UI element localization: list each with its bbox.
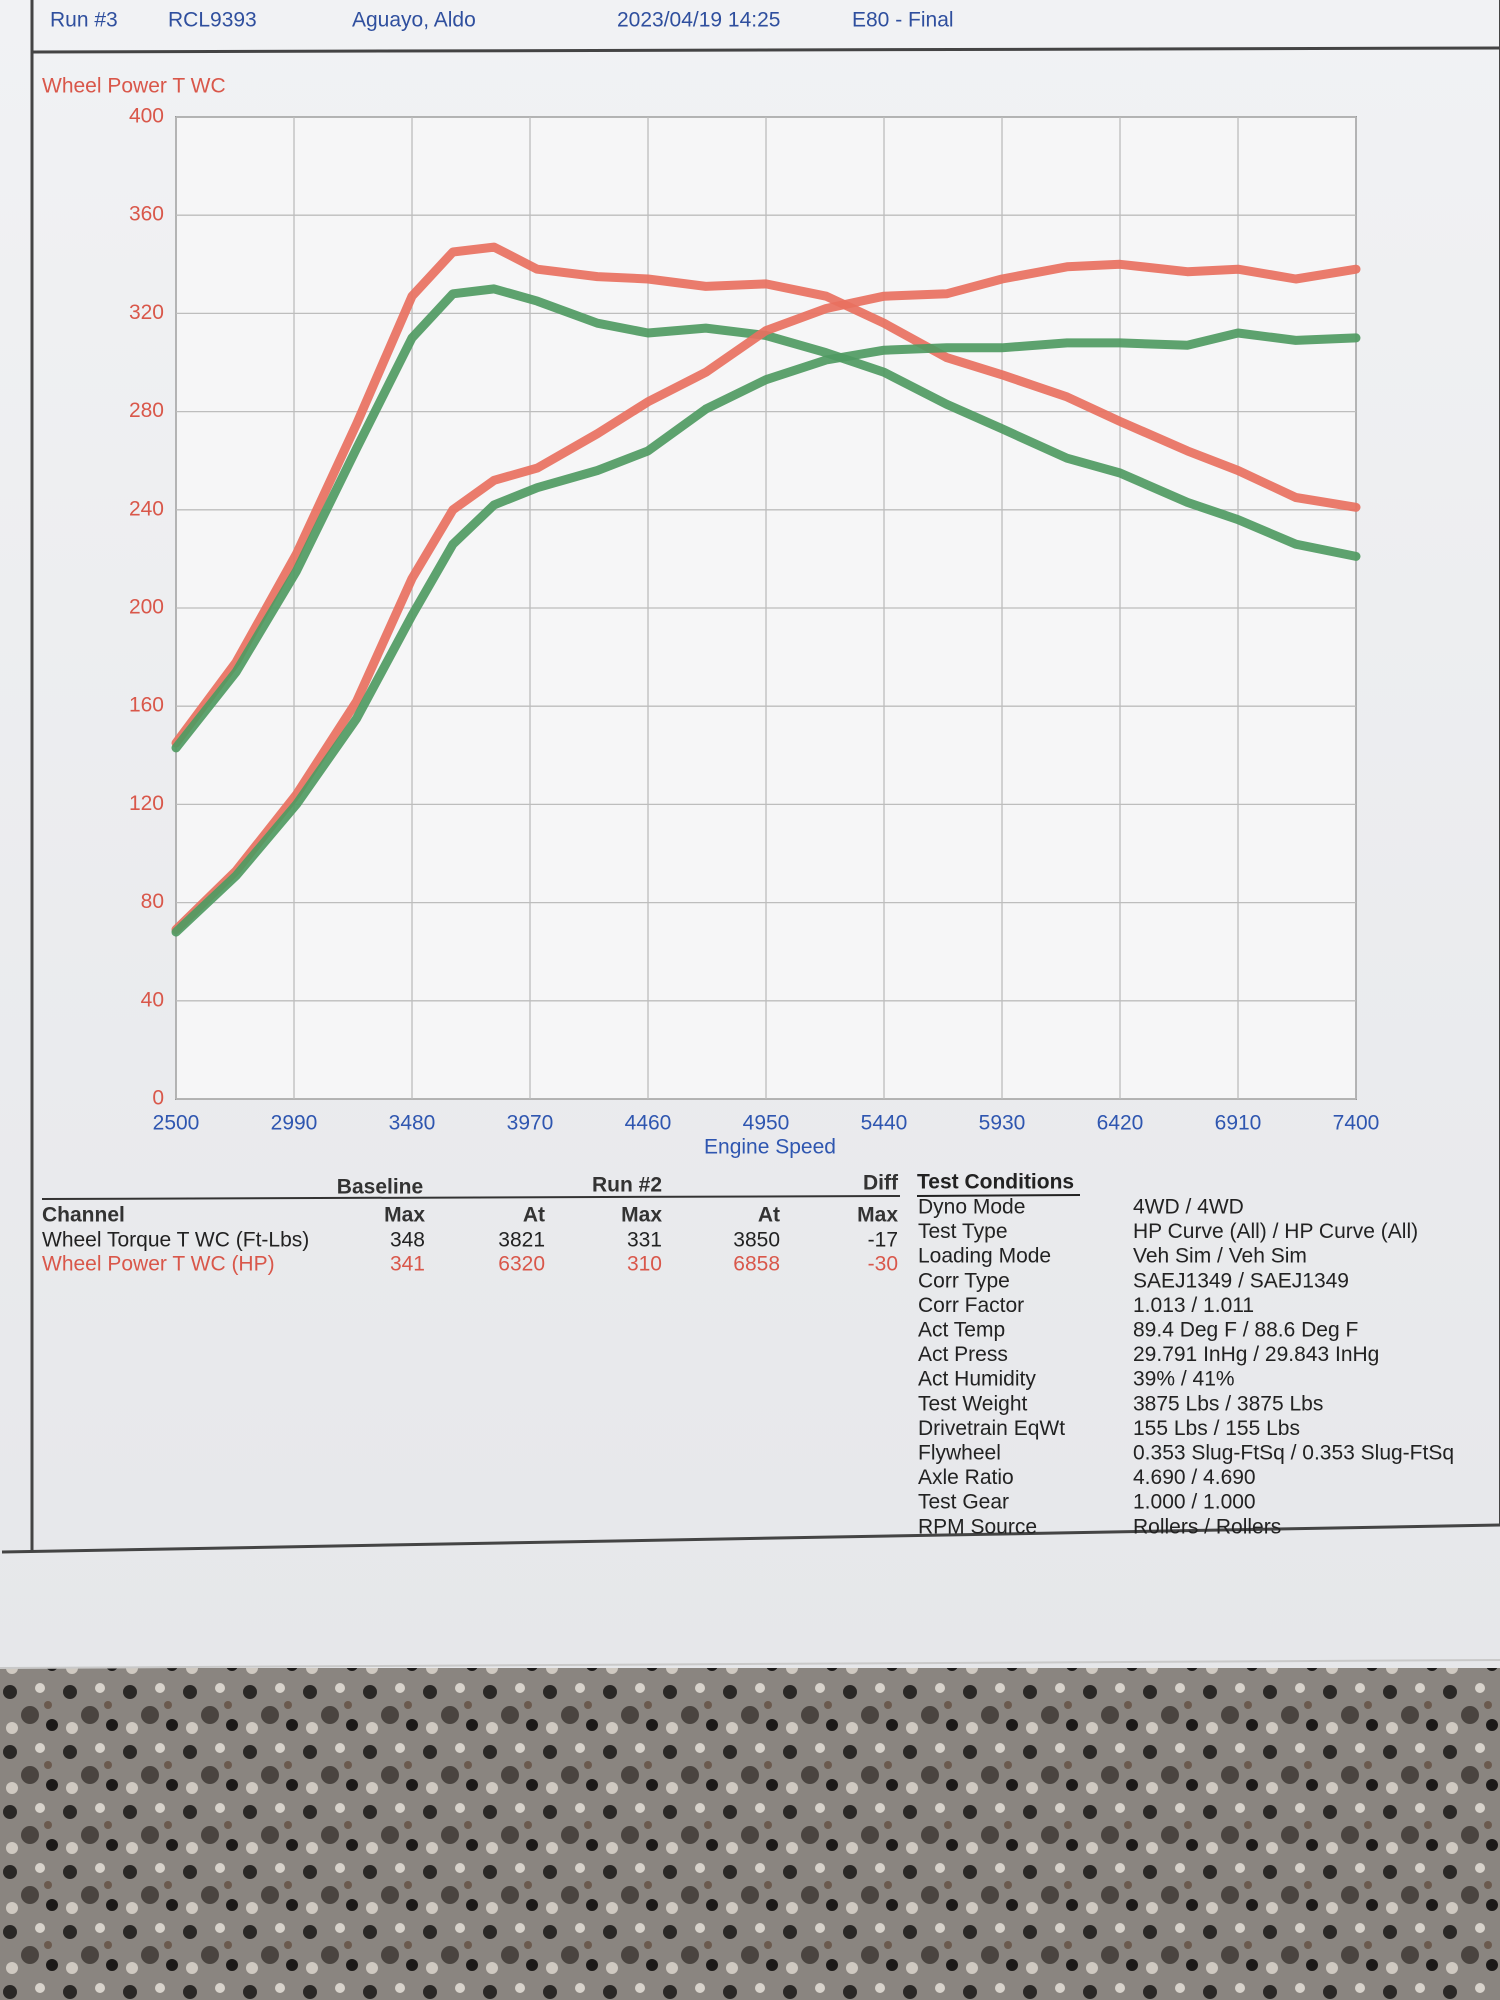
condition-value: 1.013 / 1.011 — [1133, 1294, 1254, 1317]
y-tick-label: 320 — [129, 301, 164, 324]
condition-value: 0.353 Slug-FtSq / 0.353 Slug-FtSq — [1133, 1442, 1454, 1465]
condition-value: Rollers / Rollers — [1133, 1515, 1281, 1538]
x-tick-label: 6420 — [1097, 1112, 1144, 1135]
condition-value: 1.000 / 1.000 — [1133, 1491, 1256, 1514]
y-tick-label: 200 — [129, 596, 164, 619]
y-tick-label: 280 — [129, 399, 164, 422]
y-tick-label: 40 — [141, 988, 164, 1011]
condition-label: Dyno Mode — [918, 1196, 1025, 1219]
y-tick-label: 240 — [129, 497, 164, 520]
x-tick-label: 5930 — [979, 1112, 1026, 1135]
table-value: 3850 — [733, 1229, 780, 1252]
x-tick-label: 5440 — [861, 1112, 908, 1135]
condition-label: Test Gear — [918, 1491, 1009, 1514]
column-header: At — [523, 1204, 545, 1227]
condition-label: RPM Source — [918, 1515, 1037, 1538]
condition-label: Act Humidity — [918, 1368, 1036, 1391]
table-value: 310 — [627, 1253, 662, 1276]
table-value: 341 — [390, 1253, 425, 1276]
column-header: Channel — [42, 1204, 125, 1227]
conditions-rule — [916, 1194, 1081, 1197]
x-tick-label: 7400 — [1333, 1112, 1380, 1135]
channel-name: Wheel Torque T WC (Ft-Lbs) — [42, 1229, 309, 1252]
y-tick-label: 0 — [152, 1087, 164, 1110]
file-name: E80 - Final — [852, 9, 954, 32]
conditions-title: Test Conditions — [917, 1171, 1074, 1194]
condition-value: 4.690 / 4.690 — [1133, 1466, 1256, 1489]
y-tick-label: 80 — [141, 890, 164, 913]
chart-title: Wheel Power T WC — [42, 75, 226, 98]
run-id: RCL9393 — [168, 9, 257, 32]
column-header: Max — [857, 1204, 898, 1227]
table-value: 348 — [390, 1229, 425, 1252]
condition-value: 39% / 41% — [1133, 1368, 1235, 1391]
condition-label: Drivetrain EqWt — [918, 1417, 1065, 1440]
frame-line — [31, 46, 1500, 54]
condition-label: Loading Mode — [918, 1245, 1051, 1268]
condition-value: 29.791 InHg / 29.843 InHg — [1133, 1343, 1379, 1366]
condition-label: Flywheel — [918, 1442, 1001, 1465]
group-header: Baseline — [337, 1176, 423, 1199]
condition-label: Axle Ratio — [918, 1466, 1014, 1489]
table-value: 331 — [627, 1229, 662, 1252]
frame-line — [1, 1523, 1500, 1554]
condition-label: Corr Factor — [918, 1294, 1024, 1317]
countertop — [0, 1655, 1500, 2000]
column-header: Max — [621, 1204, 662, 1227]
x-tick-label: 2990 — [271, 1112, 318, 1135]
condition-label: Act Press — [918, 1343, 1008, 1366]
x-tick-label: 3970 — [507, 1112, 554, 1135]
run-label: Run #3 — [50, 9, 118, 32]
data-line — [171, 259, 1361, 935]
y-tick-label: 360 — [129, 203, 164, 226]
x-tick-label: 2500 — [153, 1112, 200, 1135]
condition-value: Veh Sim / Veh Sim — [1133, 1245, 1307, 1268]
x-tick-label: 4950 — [743, 1112, 790, 1135]
table-value: -17 — [868, 1229, 898, 1252]
table-value: -30 — [868, 1253, 898, 1276]
x-tick-label: 6910 — [1215, 1112, 1262, 1135]
data-line — [171, 284, 1361, 753]
condition-label: Test Weight — [918, 1392, 1027, 1415]
condition-label: Corr Type — [918, 1269, 1010, 1292]
data-line — [171, 328, 1361, 937]
x-tick-label: 4460 — [625, 1112, 672, 1135]
condition-value: 155 Lbs / 155 Lbs — [1133, 1417, 1300, 1440]
condition-value: 3875 Lbs / 3875 Lbs — [1133, 1392, 1323, 1415]
condition-value: 4WD / 4WD — [1133, 1196, 1244, 1219]
y-tick-label: 120 — [129, 792, 164, 815]
data-line — [171, 242, 1361, 748]
column-header: Max — [384, 1204, 425, 1227]
column-header: At — [758, 1204, 780, 1227]
table-value: 6858 — [733, 1253, 780, 1276]
table-value: 3821 — [498, 1229, 545, 1252]
condition-value: 89.4 Deg F / 88.6 Deg F — [1133, 1319, 1358, 1342]
condition-label: Act Temp — [918, 1319, 1005, 1342]
paper-edge — [0, 1659, 1500, 1669]
condition-value: SAEJ1349 / SAEJ1349 — [1133, 1269, 1349, 1292]
run-date: 2023/04/19 14:25 — [617, 9, 781, 32]
customer: Aguayo, Aldo — [352, 9, 476, 32]
condition-value: HP Curve (All) / HP Curve (All) — [1133, 1220, 1418, 1243]
table-rule — [41, 1195, 901, 1200]
table-value: 6320 — [498, 1253, 545, 1276]
group-header: Run #2 — [592, 1174, 662, 1197]
y-tick-label: 400 — [129, 105, 164, 128]
x-tick-label: 3480 — [389, 1112, 436, 1135]
group-header: Diff — [863, 1172, 899, 1195]
y-tick-label: 160 — [129, 694, 164, 717]
condition-label: Test Type — [918, 1220, 1008, 1243]
channel-name: Wheel Power T WC (HP) — [42, 1253, 275, 1276]
x-axis-label: Engine Speed — [704, 1136, 836, 1159]
